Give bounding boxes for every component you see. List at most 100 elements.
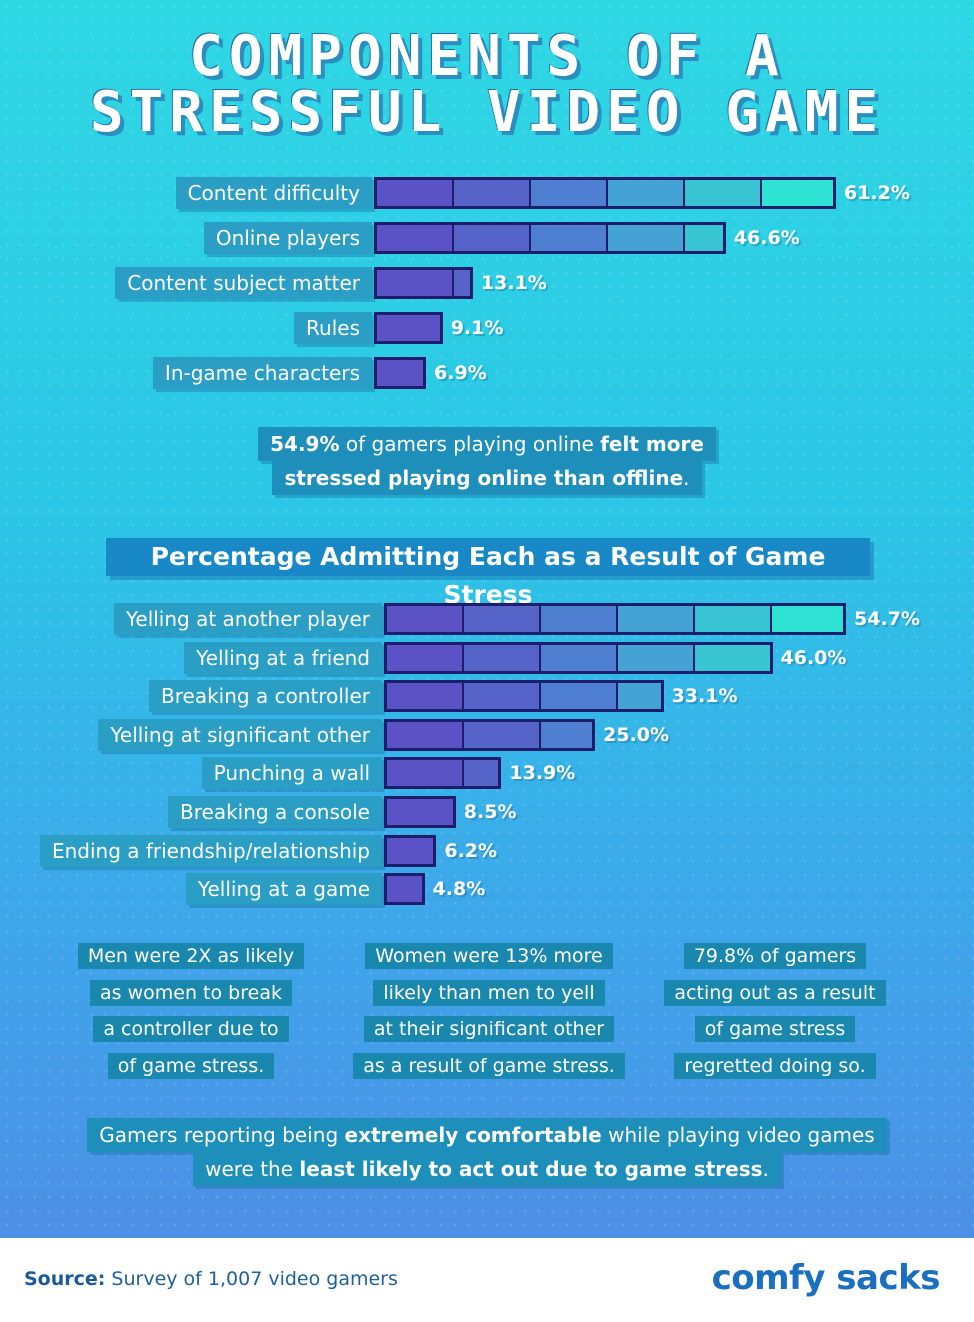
callout-line-1: 54.9% of gamers playing online felt more [258,427,716,461]
data-bar [384,757,502,790]
callout-period: . [683,466,690,490]
data-bar [384,641,773,674]
bar-segment [531,225,608,251]
fact-line: Men were 2X as likely [77,943,305,969]
fact-regret: 79.8% of gamers acting out as a result o… [640,938,910,1084]
value-label: 8.5% [463,801,517,823]
data-bar [374,177,836,209]
comfort-text: Gamers reporting being [99,1123,345,1147]
category-label: In-game characters [152,357,372,389]
title-line-2: Stressful Video Game [89,80,885,145]
bar-segment [541,644,618,671]
bar-segment [387,606,464,632]
value-label: 9.1% [450,317,504,339]
fact-line: regretted doing so. [674,1052,876,1079]
source-text: Survey of 1,007 video gamers [105,1268,398,1290]
fact-men-controller: Men were 2X as likely as women to break … [56,938,326,1084]
bar-segment [531,180,608,206]
category-label: Yelling at significant other [98,718,382,751]
bar-segment [618,606,695,632]
bar-segment [685,180,762,206]
value-label: 54.7% [854,608,920,630]
value-label: 4.8% [432,878,486,901]
comfort-text-3: were the [205,1157,300,1181]
category-label: Yelling at another player [113,603,382,635]
online-stress-callout: 54.9% of gamers playing online felt more… [0,427,974,495]
bar-segment [454,180,531,206]
bar-segment [387,876,422,903]
title-line-1: Components of a [189,24,785,89]
data-bar [374,312,443,344]
data-bar [374,222,726,254]
bar-segment [608,180,685,206]
brand-logo: comfy sacks [711,1258,941,1298]
bar-segment [762,180,833,206]
comfort-period: . [762,1157,769,1181]
bar-segment [377,315,440,341]
bar-segment [464,760,499,787]
bar-segment [541,721,593,748]
data-bar [384,718,596,751]
source-label: Source: [24,1268,106,1290]
fact-line: at their significant other [363,1016,615,1042]
value-label: 6.9% [434,362,487,384]
category-label: Punching a wall [201,757,382,790]
fact-line: of game stress [694,1016,856,1042]
bar-segment [618,644,695,671]
bar-segment [387,760,464,787]
comfort-emphasis: extremely comfortable [344,1123,602,1147]
bar-segment [541,683,618,710]
category-label: Breaking a controller [149,680,382,713]
fact-line: likely than men to yell [373,979,605,1006]
bar-segment [772,606,843,632]
data-bar [374,357,427,389]
footer [0,1238,974,1322]
fact-women-yell: Women were 13% more likely than men to y… [352,938,626,1084]
category-label: Yelling at a game [185,873,382,906]
callout-emphasis-2: stressed playing online than offline [284,466,684,490]
data-bar [384,796,456,828]
bar-segment [377,180,454,206]
bar-segment [377,360,424,386]
fact-line: of game stress. [107,1052,275,1079]
bar-segment [454,225,531,251]
chart-2-title: Percentage Admitting Each as a Result of… [106,538,870,609]
category-label: Content subject matter [115,267,372,299]
comfort-callout: Gamers reporting being extremely comfort… [0,1118,974,1186]
callout-emphasis: felt more [600,432,704,456]
value-label: 13.1% [480,272,547,294]
value-label: 33.1% [671,685,738,708]
bar-segment [541,606,618,632]
bar-segment [464,606,541,632]
category-label: Yelling at a friend [184,641,382,674]
fact-line: acting out as a result [664,979,886,1006]
bar-segment [377,270,454,296]
callout-stat: 54.9% [270,432,340,456]
value-label: 6.2% [444,839,498,862]
fact-line: as a result of game stress. [353,1052,625,1079]
fact-line: Women were 13% more [365,943,613,969]
value-label: 46.0% [780,646,847,669]
bar-segment [695,606,772,632]
comfort-text-2: while playing video games [601,1123,875,1147]
bar-segment [695,644,770,671]
data-bar [384,834,437,867]
source-note: Source: Survey of 1,007 video gamers [24,1268,398,1290]
data-bar [384,873,425,906]
bar-segment [387,721,464,748]
data-bar [384,680,664,713]
value-label: 61.2% [844,182,910,204]
fact-line: as women to break [90,979,292,1006]
value-label: 25.0% [603,723,670,746]
comfort-line-2: were the least likely to act out due to … [193,1152,781,1186]
fact-line: a controller due to [93,1016,289,1042]
category-label: Rules [294,312,372,344]
bar-segment [387,683,464,710]
bar-segment [685,225,723,251]
comfort-emphasis-2: least likely to act out due to game stre… [299,1157,763,1181]
bar-segment [464,721,541,748]
bar-segment [387,799,453,825]
bar-segment [387,837,434,864]
bar-segment [377,225,454,251]
bar-segment [608,225,685,251]
